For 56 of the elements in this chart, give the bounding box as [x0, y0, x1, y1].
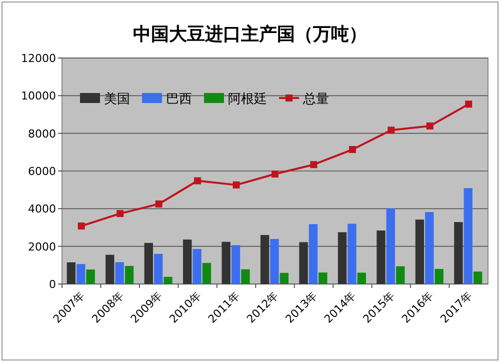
point — [272, 170, 278, 178]
bar — [357, 272, 366, 284]
point — [465, 100, 472, 108]
bar — [318, 272, 328, 284]
point — [426, 122, 434, 130]
legend-label: 巴西 — [166, 92, 192, 107]
bar — [76, 264, 86, 284]
bar — [338, 232, 347, 284]
y-tick-label: 4000 — [28, 202, 56, 216]
legend-label: 总量 — [302, 92, 329, 107]
bar — [348, 224, 356, 284]
point — [78, 222, 85, 230]
bar — [183, 240, 192, 284]
bar — [260, 235, 270, 284]
bar — [86, 270, 95, 284]
y-tick-label: 2000 — [28, 240, 56, 254]
point — [155, 200, 162, 208]
bar — [115, 262, 124, 284]
bar — [386, 208, 396, 284]
point — [116, 210, 124, 218]
bar — [144, 242, 153, 284]
bar — [464, 188, 472, 284]
point — [232, 181, 240, 188]
bar — [473, 272, 482, 284]
bar — [425, 212, 434, 284]
bar — [415, 220, 424, 284]
bar — [270, 238, 279, 284]
chart-title: 中国大豆进口主产国（万吨） — [133, 24, 367, 45]
y-tick-label: 8000 — [28, 127, 56, 140]
bar — [202, 262, 212, 284]
legend-label: 美国 — [104, 91, 130, 107]
legend-label: 阿根廷 — [228, 92, 267, 107]
y-tick-label: 12000 — [21, 52, 56, 65]
bar — [454, 222, 463, 284]
bar — [106, 254, 114, 284]
y-tick-label: 0 — [49, 278, 56, 291]
bar — [241, 269, 250, 284]
bar — [308, 224, 318, 284]
y-tick-label: 6000 — [28, 165, 56, 178]
point — [388, 126, 395, 134]
y-tick-label: 10000 — [21, 90, 56, 103]
point — [310, 161, 318, 168]
bar — [299, 242, 308, 284]
bar — [280, 272, 289, 284]
point — [348, 146, 356, 154]
bar — [154, 254, 163, 284]
bar — [192, 248, 202, 284]
bar — [222, 242, 230, 284]
bar — [434, 268, 444, 284]
bar — [124, 266, 134, 284]
bar — [396, 266, 405, 284]
bar — [66, 262, 76, 284]
bar — [231, 245, 240, 284]
bar — [376, 230, 386, 284]
bar — [164, 276, 172, 284]
point — [194, 177, 202, 184]
